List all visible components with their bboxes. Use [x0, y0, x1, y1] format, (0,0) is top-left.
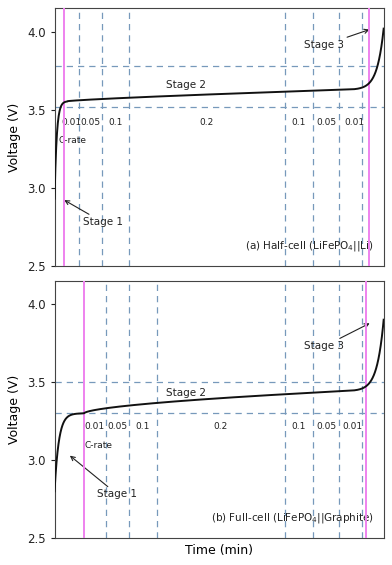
Text: Stage 3: Stage 3	[305, 324, 368, 351]
Y-axis label: Voltage (V): Voltage (V)	[8, 375, 21, 444]
Text: 0.05: 0.05	[316, 118, 336, 127]
Text: 0.01: 0.01	[62, 118, 82, 127]
Text: 0.05: 0.05	[81, 118, 101, 127]
Text: 0.2: 0.2	[200, 118, 214, 127]
Y-axis label: Voltage (V): Voltage (V)	[8, 102, 21, 172]
Text: 0.1: 0.1	[135, 422, 150, 431]
Text: (a) Half-cell (LiFePO$_4$||Li): (a) Half-cell (LiFePO$_4$||Li)	[245, 239, 374, 253]
Text: C-rate: C-rate	[85, 441, 113, 450]
Text: C-rate: C-rate	[59, 136, 87, 145]
Text: Stage 2: Stage 2	[166, 80, 206, 90]
Text: 0.2: 0.2	[214, 422, 228, 431]
Text: 0.01: 0.01	[344, 118, 364, 127]
Text: (b) Full-cell (LiFePO$_4$||Graphite): (b) Full-cell (LiFePO$_4$||Graphite)	[211, 511, 374, 525]
Text: 0.01: 0.01	[342, 422, 363, 431]
Text: 0.1: 0.1	[292, 422, 306, 431]
Text: Stage 2: Stage 2	[166, 388, 206, 398]
Text: 0.01: 0.01	[85, 422, 105, 431]
Text: 0.05: 0.05	[316, 422, 336, 431]
Text: 0.1: 0.1	[292, 118, 306, 127]
Text: Stage 1: Stage 1	[71, 457, 137, 499]
Text: 0.05: 0.05	[107, 422, 127, 431]
Text: Stage 3: Stage 3	[305, 29, 368, 50]
Text: Stage 1: Stage 1	[65, 201, 123, 227]
X-axis label: Time (min): Time (min)	[185, 544, 253, 557]
Text: 0.1: 0.1	[108, 118, 123, 127]
